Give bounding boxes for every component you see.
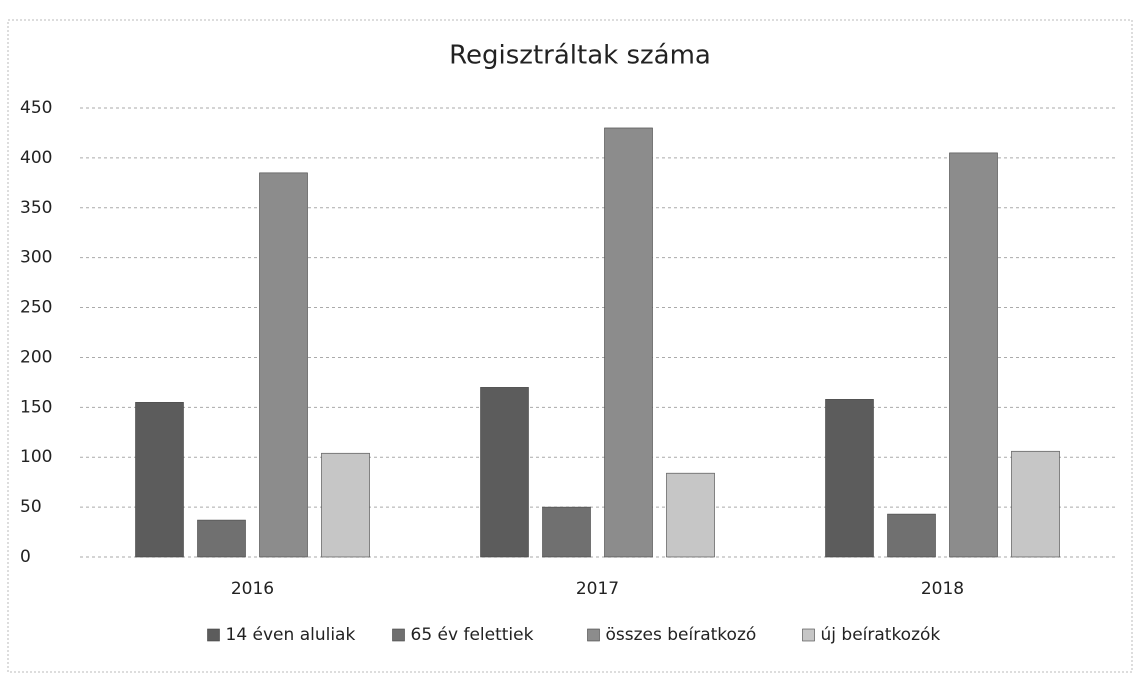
bar (135, 402, 184, 558)
legend-swatch (802, 628, 815, 642)
y-tick-label: 350 (20, 198, 52, 218)
y-tick-label: 250 (20, 298, 52, 318)
legend-label: összes beíratkozó (606, 625, 757, 645)
x-tick-label: 2016 (231, 579, 274, 599)
legend-label: 65 év felettiek (411, 625, 534, 645)
x-tick-label: 2018 (921, 579, 964, 599)
y-tick-label: 300 (20, 248, 52, 268)
chart-border (7, 19, 1133, 673)
bar (321, 452, 370, 558)
bar (480, 387, 529, 558)
bar (197, 519, 246, 558)
bar (1011, 450, 1060, 558)
y-tick-label: 100 (20, 447, 52, 467)
y-tick-label: 0 (20, 547, 31, 567)
x-tick-label: 2017 (576, 579, 619, 599)
y-tick-label: 200 (20, 347, 52, 367)
chart-title: Regisztráltak száma (449, 41, 711, 71)
bar (666, 472, 715, 558)
bar (887, 513, 936, 558)
y-tick-label: 400 (20, 148, 52, 168)
y-tick-label: 450 (20, 98, 52, 118)
bar (604, 127, 653, 558)
bar (825, 399, 874, 558)
legend-swatch (392, 628, 405, 642)
y-tick-label: 50 (20, 497, 42, 517)
legend-swatch (587, 628, 600, 642)
bar (949, 152, 998, 558)
bar (542, 506, 591, 558)
legend-swatch (207, 628, 220, 642)
bar (259, 172, 308, 558)
legend-label: új beíratkozók (821, 625, 941, 645)
legend-label: 14 éven aluliak (226, 625, 356, 645)
y-tick-label: 150 (20, 397, 52, 417)
